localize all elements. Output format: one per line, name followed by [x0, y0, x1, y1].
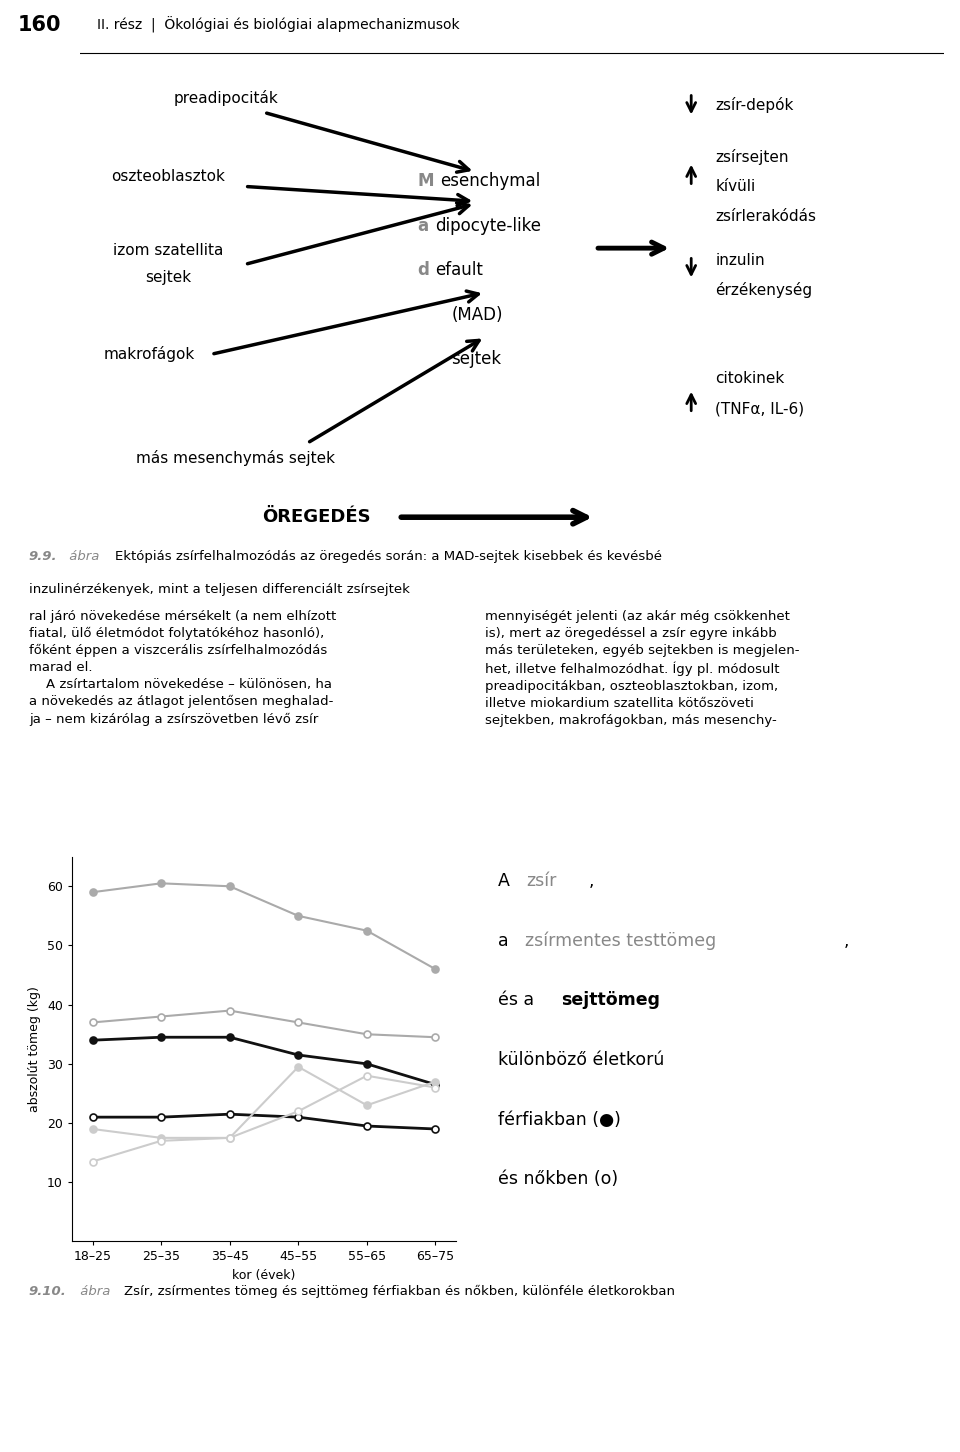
Text: és nőkben (o): és nőkben (o)	[498, 1170, 618, 1188]
Text: ral járó növekedése mérsékelt (a nem elhízott
fiatal, ülő életmódot folytatókého: ral járó növekedése mérsékelt (a nem elh…	[29, 610, 336, 726]
Text: ábra: ábra	[65, 550, 99, 563]
Text: II. rész  |  Ökológiai és biológiai alapmechanizmusok: II. rész | Ökológiai és biológiai alapme…	[97, 16, 460, 33]
Text: sejtek: sejtek	[451, 350, 501, 369]
Text: sejttömeg: sejttömeg	[561, 992, 660, 1009]
Text: ÖREGEDÉS: ÖREGEDÉS	[262, 508, 372, 526]
Text: dipocyte-like: dipocyte-like	[435, 216, 540, 235]
Text: sejtek: sejtek	[145, 270, 191, 285]
Text: A: A	[498, 873, 516, 890]
Text: a: a	[498, 932, 515, 950]
Text: férfiakban (●): férfiakban (●)	[498, 1111, 621, 1128]
Text: inzulin: inzulin	[715, 253, 765, 269]
Text: ábra: ábra	[76, 1285, 110, 1298]
Text: ,: ,	[844, 932, 850, 950]
Text: zsírlerakódás: zsírlerakódás	[715, 209, 816, 224]
X-axis label: kor (évek): kor (évek)	[232, 1269, 296, 1282]
Text: 9.10.: 9.10.	[29, 1285, 66, 1298]
Text: inzulinérzékenyek, mint a teljesen differenciált zsírsejtek: inzulinérzékenyek, mint a teljesen diffe…	[29, 584, 410, 597]
Text: zsír: zsír	[526, 873, 557, 890]
Text: izom szatellita: izom szatellita	[113, 242, 223, 258]
Text: zsír-depók: zsír-depók	[715, 97, 794, 113]
Text: M: M	[418, 173, 434, 190]
Text: citokinek: citokinek	[715, 372, 784, 386]
Text: különböző életkorú: különböző életkorú	[498, 1051, 665, 1069]
Text: Zsír, zsírmentes tömeg és sejttömeg férfiakban és nőkben, különféle életkorokban: Zsír, zsírmentes tömeg és sejttömeg férf…	[124, 1285, 675, 1298]
Text: mennyiségét jelenti (az akár még csökkenhet
is), mert az öregedéssel a zsír egyr: mennyiségét jelenti (az akár még csökken…	[485, 610, 799, 727]
Text: zsírmentes testtömeg: zsírmentes testtömeg	[525, 932, 716, 950]
Text: (MAD): (MAD)	[451, 306, 503, 324]
Text: efault: efault	[435, 261, 483, 279]
Text: zsírsejten: zsírsejten	[715, 148, 789, 166]
Text: kívüli: kívüli	[715, 179, 756, 195]
Text: Ektópiás zsírfelhalmozódás az öregedés során: a MAD-sejtek kisebbek és kevésbé: Ektópiás zsírfelhalmozódás az öregedés s…	[114, 550, 661, 563]
Text: esenchymal: esenchymal	[440, 173, 540, 190]
Text: a: a	[418, 216, 429, 235]
Text: oszteoblasztok: oszteoblasztok	[111, 168, 225, 184]
Text: 160: 160	[18, 15, 61, 35]
Text: d: d	[418, 261, 429, 279]
Text: 9.9.: 9.9.	[29, 550, 58, 563]
Text: más mesenchymás sejtek: más mesenchymás sejtek	[135, 450, 335, 466]
Y-axis label: abszolút tömeg (kg): abszolút tömeg (kg)	[29, 986, 41, 1112]
Text: preadipociták: preadipociták	[173, 90, 278, 106]
Text: makrofágok: makrofágok	[103, 346, 195, 363]
Text: és a: és a	[498, 992, 540, 1009]
Text: érzékenység: érzékenység	[715, 282, 812, 298]
Text: ,: ,	[588, 873, 594, 890]
Text: (TNFα, IL-6): (TNFα, IL-6)	[715, 401, 804, 417]
